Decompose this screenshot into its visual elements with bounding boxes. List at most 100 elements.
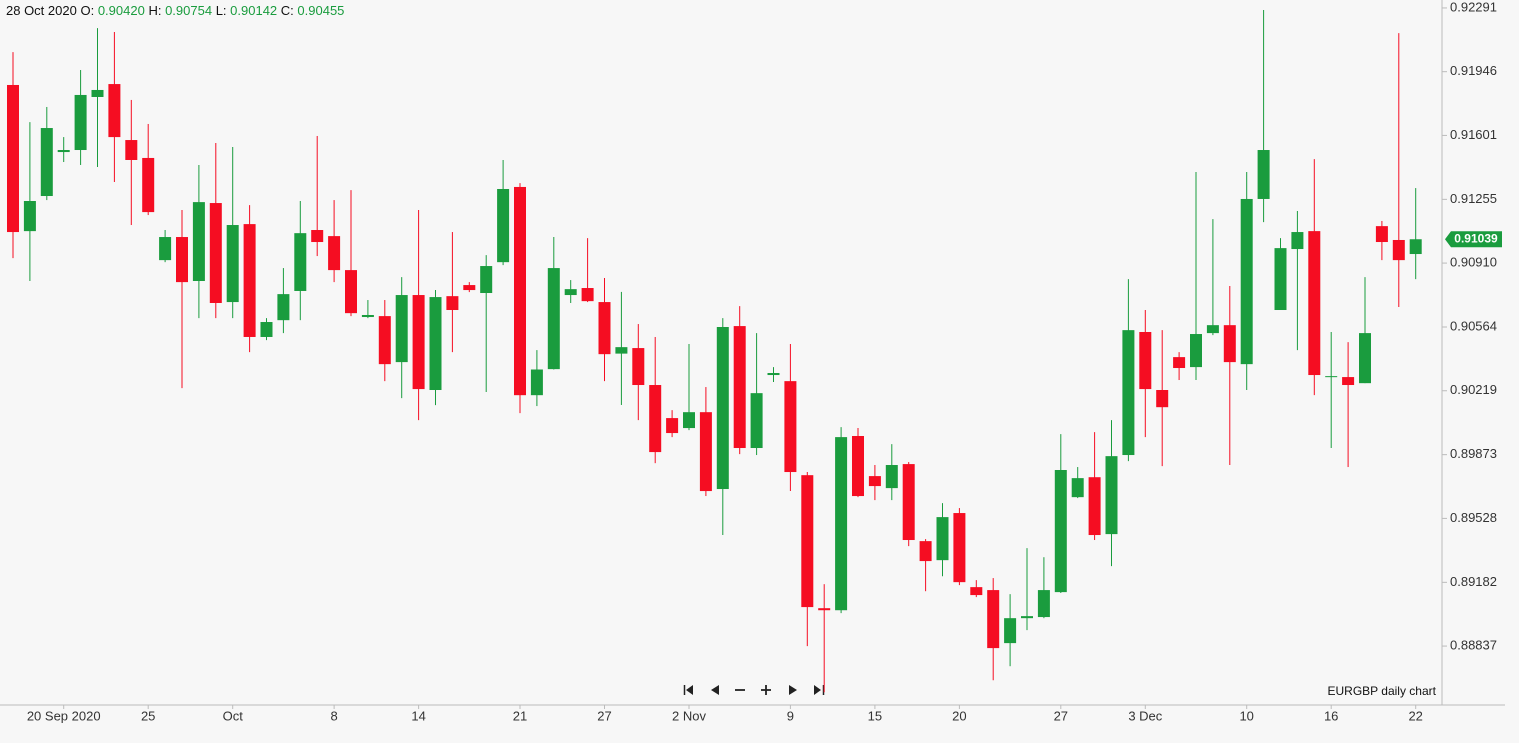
- candle-body: [1375, 226, 1388, 243]
- candle-body: [885, 465, 898, 489]
- candle-body: [987, 590, 1000, 649]
- candle-body: [429, 297, 442, 391]
- candle-body: [1274, 248, 1287, 311]
- candle-body: [57, 150, 70, 153]
- nav-last[interactable]: [810, 682, 826, 698]
- x-tick-label: 15: [868, 708, 882, 723]
- nav-first[interactable]: [680, 682, 696, 698]
- x-tick-label: 3 Dec: [1128, 708, 1162, 723]
- candle-body: [852, 436, 864, 497]
- candle-body: [1223, 325, 1236, 363]
- candle-body: [480, 266, 493, 294]
- candle-body: [919, 541, 932, 562]
- candle-body: [412, 295, 425, 390]
- candle-body: [1291, 232, 1304, 250]
- x-tick-label: 14: [411, 708, 425, 723]
- hover-readout: 28 Oct 2020 O: 0.90420 H: 0.90754 L: 0.9…: [6, 3, 344, 18]
- candle-body: [683, 412, 695, 429]
- candle-body: [581, 288, 594, 302]
- hover-value: 0.90754: [165, 3, 213, 18]
- candle-body: [1004, 618, 1017, 644]
- candle-body: [74, 94, 87, 151]
- y-tick-label: 0.91255: [1450, 191, 1497, 206]
- candle-body: [547, 268, 560, 370]
- x-tick-label: 10: [1239, 708, 1253, 723]
- candle-body: [1105, 456, 1118, 535]
- candle-body: [1409, 239, 1422, 255]
- candle-body: [243, 224, 256, 337]
- candle-body: [1173, 357, 1186, 369]
- y-tick-label: 0.89528: [1450, 510, 1497, 525]
- hover-value: 0.90142: [230, 3, 278, 18]
- nav-back[interactable]: [706, 682, 722, 698]
- candle-body: [108, 84, 121, 138]
- x-tick-label: Oct: [223, 708, 244, 723]
- candle-body: [1088, 477, 1101, 536]
- candle-body: [159, 237, 172, 261]
- candles: [7, 9, 1422, 693]
- y-tick-label: 0.90910: [1450, 255, 1497, 270]
- y-tick-label: 0.92291: [1450, 0, 1497, 14]
- candle-body: [514, 186, 526, 396]
- candle-body: [1037, 590, 1050, 618]
- candle-body: [1325, 376, 1338, 378]
- y-tick-label: 0.88837: [1450, 638, 1497, 653]
- candle-body: [1240, 198, 1253, 365]
- candle-body: [1257, 150, 1270, 199]
- y-tick-label: 0.90564: [1450, 318, 1497, 333]
- candle-body: [446, 296, 459, 311]
- hover-label: O:: [80, 3, 95, 18]
- x-tick-label: 16: [1324, 708, 1338, 723]
- candle-body: [345, 270, 357, 314]
- last-price-label: 0.91039: [1454, 231, 1498, 245]
- x-tick-label: 8: [330, 708, 337, 723]
- hover-value: 0.90420: [97, 3, 145, 18]
- x-tick-label: 25: [141, 708, 155, 723]
- candle-body: [564, 289, 577, 296]
- candle-body: [7, 84, 19, 233]
- nav-forward[interactable]: [784, 682, 800, 698]
- candle-body: [209, 203, 222, 303]
- candle-body: [176, 237, 188, 283]
- x-tick-label: 9: [787, 708, 794, 723]
- candle-body: [1139, 331, 1152, 390]
- candle-body: [632, 348, 645, 386]
- candle-body: [1190, 334, 1202, 368]
- candle-body: [868, 476, 881, 487]
- candle-body: [1071, 478, 1084, 498]
- x-tick-label: 27: [597, 708, 611, 723]
- candle-body: [733, 326, 746, 449]
- nav-zoom-out[interactable]: [732, 682, 748, 698]
- candle-body: [649, 385, 662, 453]
- y-tick-label: 0.89873: [1450, 446, 1497, 461]
- hover-label: L:: [215, 3, 227, 18]
- candle-body: [615, 347, 628, 354]
- x-tick-label: 20 Sep 2020: [27, 708, 101, 723]
- hover-label: H:: [148, 3, 162, 18]
- candle-body: [750, 393, 763, 449]
- nav-zoom-in[interactable]: [758, 682, 774, 698]
- candle-body: [598, 302, 611, 355]
- candle-body: [1342, 377, 1355, 386]
- candle-body: [1206, 325, 1219, 334]
- y-tick-label: 0.91946: [1450, 63, 1497, 78]
- candle-body: [1308, 231, 1321, 376]
- candle-body: [801, 475, 814, 608]
- candle-body: [328, 236, 341, 271]
- x-tick-label: 2 Nov: [672, 708, 706, 723]
- candle-body: [1156, 390, 1169, 408]
- candle-body: [91, 89, 104, 97]
- candle-body: [277, 294, 290, 321]
- candle-body: [1122, 330, 1135, 456]
- candle-body: [1359, 333, 1371, 384]
- last-price-tag: [1445, 231, 1502, 248]
- candle-body: [192, 202, 205, 282]
- candle-body: [260, 322, 273, 337]
- candle-body: [699, 412, 712, 492]
- candle-body: [953, 513, 966, 583]
- candle-body: [835, 437, 848, 611]
- candle-body: [767, 373, 780, 376]
- candle-body: [226, 225, 239, 303]
- annotation: EURGBP daily chart: [1328, 684, 1437, 698]
